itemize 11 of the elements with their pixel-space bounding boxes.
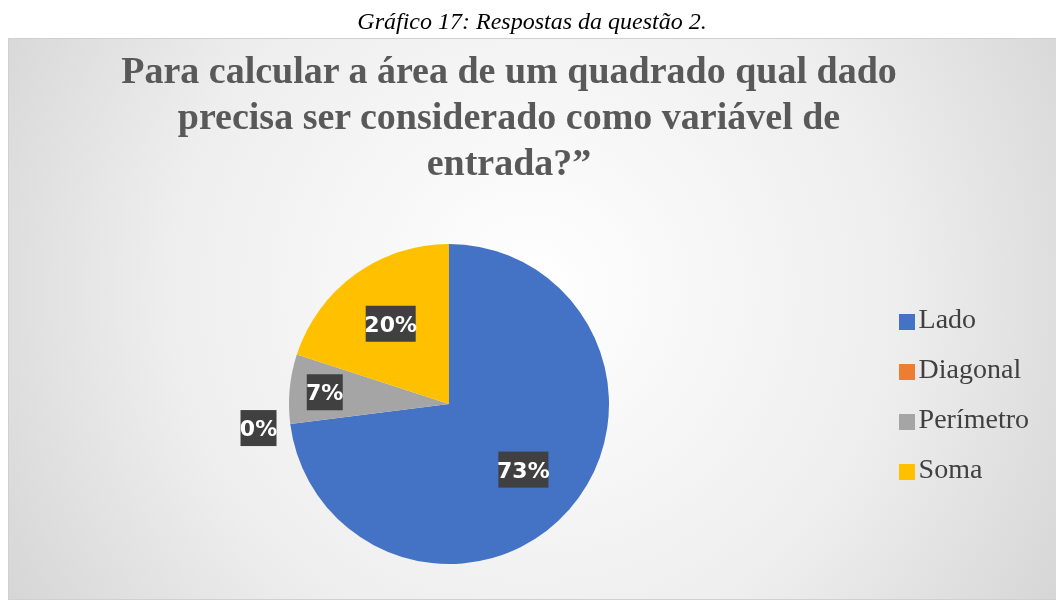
text: Gráfico 17: Respostas da questão 2. — [356, 8, 708, 36]
pie-slice — [296, 244, 449, 404]
legend-label: Diagonal — [918, 353, 1022, 384]
legend-label: Soma — [918, 453, 983, 484]
data-label: 7% — [306, 380, 344, 406]
pie-slice — [290, 244, 609, 564]
data-label: 73% — [497, 457, 550, 483]
text: 0% — [239, 416, 278, 442]
legend-label: Lado — [918, 303, 977, 334]
chart-title: Para calcular a área de um quadrado qual dado precisa ser considerado como variável de entrada?” — [120, 48, 898, 185]
legend-label: Perímetro — [918, 403, 1029, 434]
